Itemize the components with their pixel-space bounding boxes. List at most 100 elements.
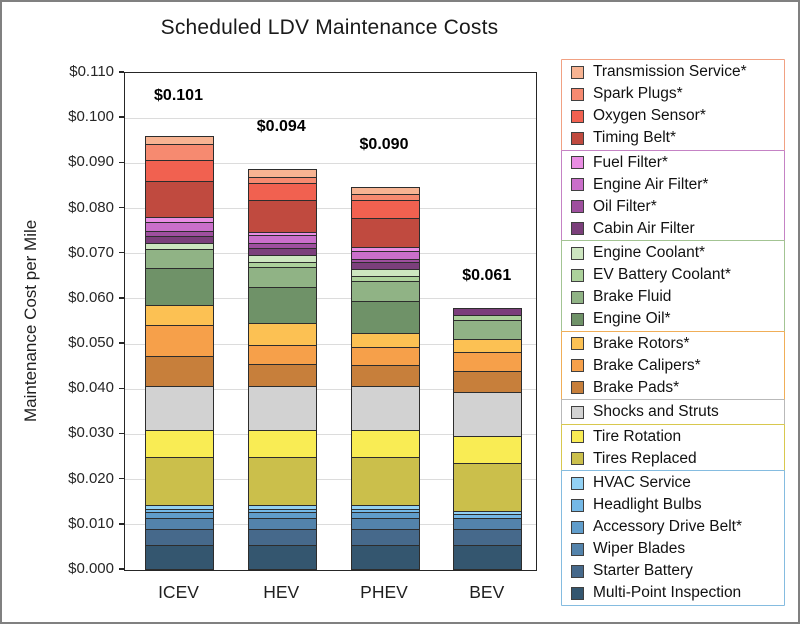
bar-segment — [350, 346, 420, 367]
y-axis-tick-label: $0.050 — [68, 334, 114, 352]
legend-item-label: Brake Calipers* — [593, 356, 701, 374]
y-axis-tick-label: $0.040 — [68, 379, 114, 397]
legend-color-swatch — [571, 156, 584, 169]
legend-item: Tire Rotation — [562, 426, 784, 448]
legend-item: Brake Calipers* — [562, 355, 784, 377]
bar-segment — [453, 319, 523, 341]
y-axis-tick-mark — [119, 71, 124, 73]
legend-item: Accessory Drive Belt* — [562, 516, 784, 538]
y-axis-tick-mark — [119, 342, 124, 344]
legend-item: Tires Replaced — [562, 448, 784, 470]
legend-item-label: Transmission Service* — [593, 63, 747, 80]
legend-color-swatch — [571, 312, 584, 326]
y-gridline — [125, 524, 536, 526]
bar-segment — [247, 286, 317, 325]
bar-segment — [350, 386, 420, 432]
legend-item: Transmission Service* — [562, 61, 784, 83]
legend-item: Cabin Air Filter — [562, 218, 784, 240]
legend-item: Oil Filter* — [562, 196, 784, 218]
y-axis-tick-mark — [119, 523, 124, 525]
y-axis-tick-label: $0.110 — [69, 63, 114, 80]
y-axis-tick-label: $0.100 — [68, 108, 114, 126]
y-gridline — [125, 298, 536, 300]
bar-segment — [145, 144, 214, 162]
bar-icev — [145, 135, 214, 570]
bar-segment — [145, 545, 214, 570]
bar-segment — [453, 436, 523, 464]
legend-item-label: Engine Oil* — [593, 310, 671, 327]
bar-total-label: $0.094 — [256, 118, 306, 136]
bar-segment — [350, 218, 420, 249]
legend: Transmission Service* Spark Plugs* Oxygen … — [561, 59, 785, 606]
legend-group-0: Transmission Service* Spark Plugs* Oxygen … — [561, 59, 785, 151]
x-axis-label-phev: PHEV — [360, 582, 408, 602]
y-gridline — [125, 433, 536, 435]
y-axis-tick-mark — [119, 251, 124, 254]
legend-group-5: Tire Rotation Tires Replaced — [561, 423, 785, 472]
bar-segment — [145, 249, 214, 270]
y-axis-tick-mark — [119, 206, 124, 209]
legend-item: Fuel Filter* — [562, 152, 784, 174]
bar-segment — [247, 323, 317, 346]
legend-item-label: Engine Air Filter* — [593, 175, 709, 193]
bar-segment — [247, 182, 317, 201]
legend-item-label: Brake Pads* — [593, 378, 680, 396]
bar-segment — [145, 430, 214, 459]
y-axis-tick-mark — [119, 568, 124, 570]
legend-item-label: EV Battery Coolant* — [593, 266, 731, 283]
legend-item: Wiper Blades — [562, 538, 784, 560]
y-gridline — [125, 388, 536, 390]
legend-item: Multi-Point Inspection — [562, 582, 784, 604]
legend-color-swatch — [571, 87, 584, 101]
y-axis-tick-mark — [119, 387, 124, 390]
legend-item: Spark Plugs* — [562, 83, 784, 105]
legend-color-swatch — [571, 222, 584, 235]
legend-item: HVAC Service — [562, 472, 784, 494]
bar-segment — [453, 463, 523, 512]
legend-color-swatch — [571, 430, 584, 443]
legend-item-label: Wiper Blades — [593, 540, 686, 557]
x-axis-label-hev: HEV — [263, 582, 300, 602]
legend-color-swatch — [571, 586, 584, 600]
bar-segment — [350, 199, 420, 220]
bar-segment — [453, 529, 523, 547]
bar-segment — [350, 332, 420, 348]
bar-total-label: $0.061 — [462, 267, 512, 285]
bar-segment — [145, 304, 214, 327]
y-axis-tick-mark — [119, 161, 124, 164]
y-axis-tick-mark — [119, 432, 124, 435]
legend-item: Headlight Bulbs — [562, 494, 784, 516]
legend-color-swatch — [571, 246, 584, 260]
bar-segment — [453, 371, 523, 393]
y-gridline — [125, 343, 536, 345]
legend-item-label: Tires Replaced — [593, 449, 697, 467]
bar-segment — [350, 529, 420, 547]
legend-color-swatch — [571, 178, 584, 191]
legend-item: Brake Fluid — [562, 286, 784, 308]
y-axis-tick-mark — [119, 116, 124, 118]
bar-segment — [350, 545, 420, 570]
y-gridline — [125, 253, 536, 255]
plot-area — [124, 72, 537, 571]
legend-color-swatch — [571, 476, 584, 490]
y-axis-tick-label: $0.090 — [68, 153, 114, 171]
legend-color-swatch — [571, 452, 584, 465]
legend-group-1: Fuel Filter* Engine Air Filter* Oil Filter… — [561, 149, 785, 242]
legend-item-label: Spark Plugs* — [593, 85, 683, 102]
bar-bev — [453, 307, 523, 570]
legend-item: EV Battery Coolant* — [562, 264, 784, 286]
legend-color-swatch — [571, 520, 584, 534]
bar-segment — [247, 364, 317, 388]
legend-color-swatch — [571, 498, 584, 512]
bar-segment — [350, 301, 420, 334]
bar-hev — [247, 168, 317, 570]
legend-item-label: Fuel Filter* — [593, 153, 668, 171]
legend-color-swatch — [571, 359, 584, 372]
y-axis-tick-mark — [119, 297, 124, 299]
legend-item: Engine Oil* — [562, 308, 784, 330]
bar-segment — [247, 266, 317, 288]
legend-group-2: Engine Coolant* EV Battery Coolant* Brake … — [561, 240, 785, 332]
bar-total-label: $0.090 — [359, 136, 409, 154]
bar-segment — [350, 281, 420, 303]
legend-item: Oxygen Sensor* — [562, 105, 784, 127]
